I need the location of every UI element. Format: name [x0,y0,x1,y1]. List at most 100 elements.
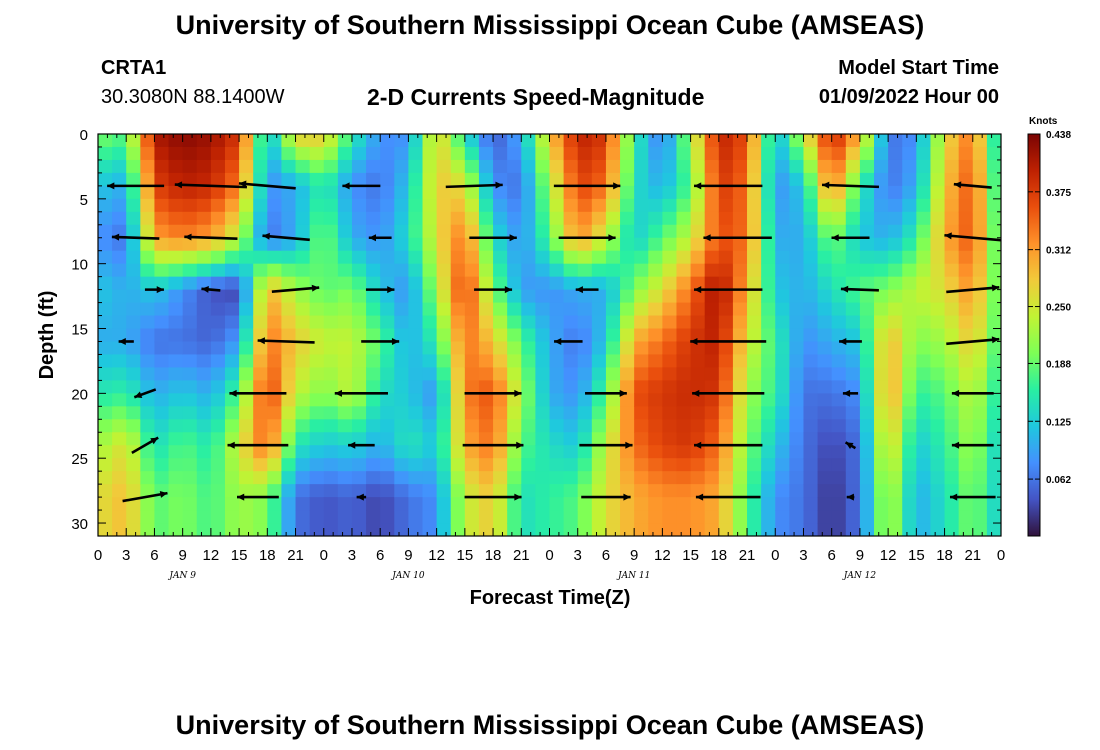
x-tick-label: 12 [203,547,220,564]
heatmap-cell [747,198,762,213]
heatmap-cell [747,134,762,148]
heatmap-cell [366,172,381,187]
heatmap-cell [874,328,889,343]
heatmap-cell [747,406,762,420]
colorbar-tick-label: 0.438 [1046,130,1071,141]
heatmap-cell [803,523,819,536]
heatmap-cell [521,146,536,161]
heatmap-cell [450,250,466,265]
heatmap-cell [676,289,692,304]
heatmap-cell [140,367,156,381]
heatmap-cell [888,380,903,394]
heatmap-cell [605,458,621,472]
heatmap-cell [267,328,283,343]
heatmap-cell [888,328,903,343]
heatmap-cell [874,237,889,252]
heatmap-cell [902,458,917,472]
heatmap-cell [563,328,579,343]
heatmap-cell [577,458,593,472]
heatmap-cell [732,406,748,420]
heatmap-cell [775,458,790,472]
heatmap-cell [803,276,819,291]
heatmap-cell [337,497,353,511]
heatmap-cell [803,393,819,407]
heatmap-cell [168,432,184,446]
heatmap-cell [620,406,635,420]
heatmap-cell [662,354,678,369]
heatmap-cell [859,328,875,343]
heatmap-cell [267,172,283,187]
heatmap-cell [253,341,268,356]
heatmap-cell [775,172,790,187]
heatmap-cell [126,224,141,239]
heatmap-cell [380,523,395,536]
heatmap-cell [761,328,776,343]
heatmap-cell [521,510,536,524]
heatmap-cell [535,419,551,433]
heatmap-cell [408,484,424,498]
heatmap-cell [408,172,424,187]
heatmap-cell [422,432,438,446]
heatmap-cell [464,510,480,524]
heatmap-cell [605,146,621,161]
heatmap-cell [535,250,551,265]
heatmap-cell [986,380,1001,394]
heatmap-cell [620,419,635,433]
heatmap-cell [478,315,494,330]
heatmap-cell [224,523,240,536]
heatmap-cell [478,146,494,161]
heatmap-cell [168,510,184,524]
heatmap-cell [521,523,536,536]
heatmap-cell [394,315,410,330]
heatmap-cell [888,419,903,433]
heatmap-cell [690,380,706,394]
heatmap-cell [521,159,536,174]
heatmap-cell [436,341,452,356]
x-tick-label: 12 [880,547,897,564]
heatmap-cell [859,510,875,524]
heatmap-cell [888,276,903,291]
heatmap-cell [154,432,170,446]
heatmap-cell [944,471,960,485]
heatmap-cell [140,406,156,420]
heatmap-cell [140,523,156,536]
heatmap-cell [577,393,593,407]
heatmap-cell [845,471,861,485]
heatmap-cell [958,185,974,200]
heatmap-cell [478,276,494,291]
heatmap-cell [351,134,367,148]
heatmap-cell [845,146,861,161]
heatmap-cell [761,289,776,304]
heatmap-cell [718,393,734,407]
heatmap-cell [563,159,579,174]
heatmap-cell [775,185,790,200]
heatmap-cell [944,458,960,472]
heatmap-cell [464,315,480,330]
heatmap-cell [549,471,565,485]
heatmap-cell [845,237,861,252]
heatmap-cell [224,263,240,278]
heatmap-cell [239,159,254,174]
heatmap-cell [563,302,579,317]
heatmap-cell [337,172,353,187]
heatmap-cell [380,159,395,174]
heatmap-cell [210,263,226,278]
heatmap-cell [958,146,974,161]
heatmap-cell [634,237,649,252]
heatmap-cell [366,263,381,278]
heatmap-cell [817,432,833,446]
current-vector [445,181,503,189]
heatmap-cell [718,172,734,187]
heatmap-cell [507,172,522,187]
heatmap-cell [521,198,536,213]
heatmap-cell [634,432,649,446]
heatmap-cell [676,328,692,343]
heatmap-cell [958,159,974,174]
heatmap-cell [789,406,805,420]
heatmap-cell [831,185,847,200]
heatmap-cell [958,172,974,187]
heatmap-cell [478,341,494,356]
heatmap-cell [464,471,480,485]
heatmap-cell [436,146,452,161]
